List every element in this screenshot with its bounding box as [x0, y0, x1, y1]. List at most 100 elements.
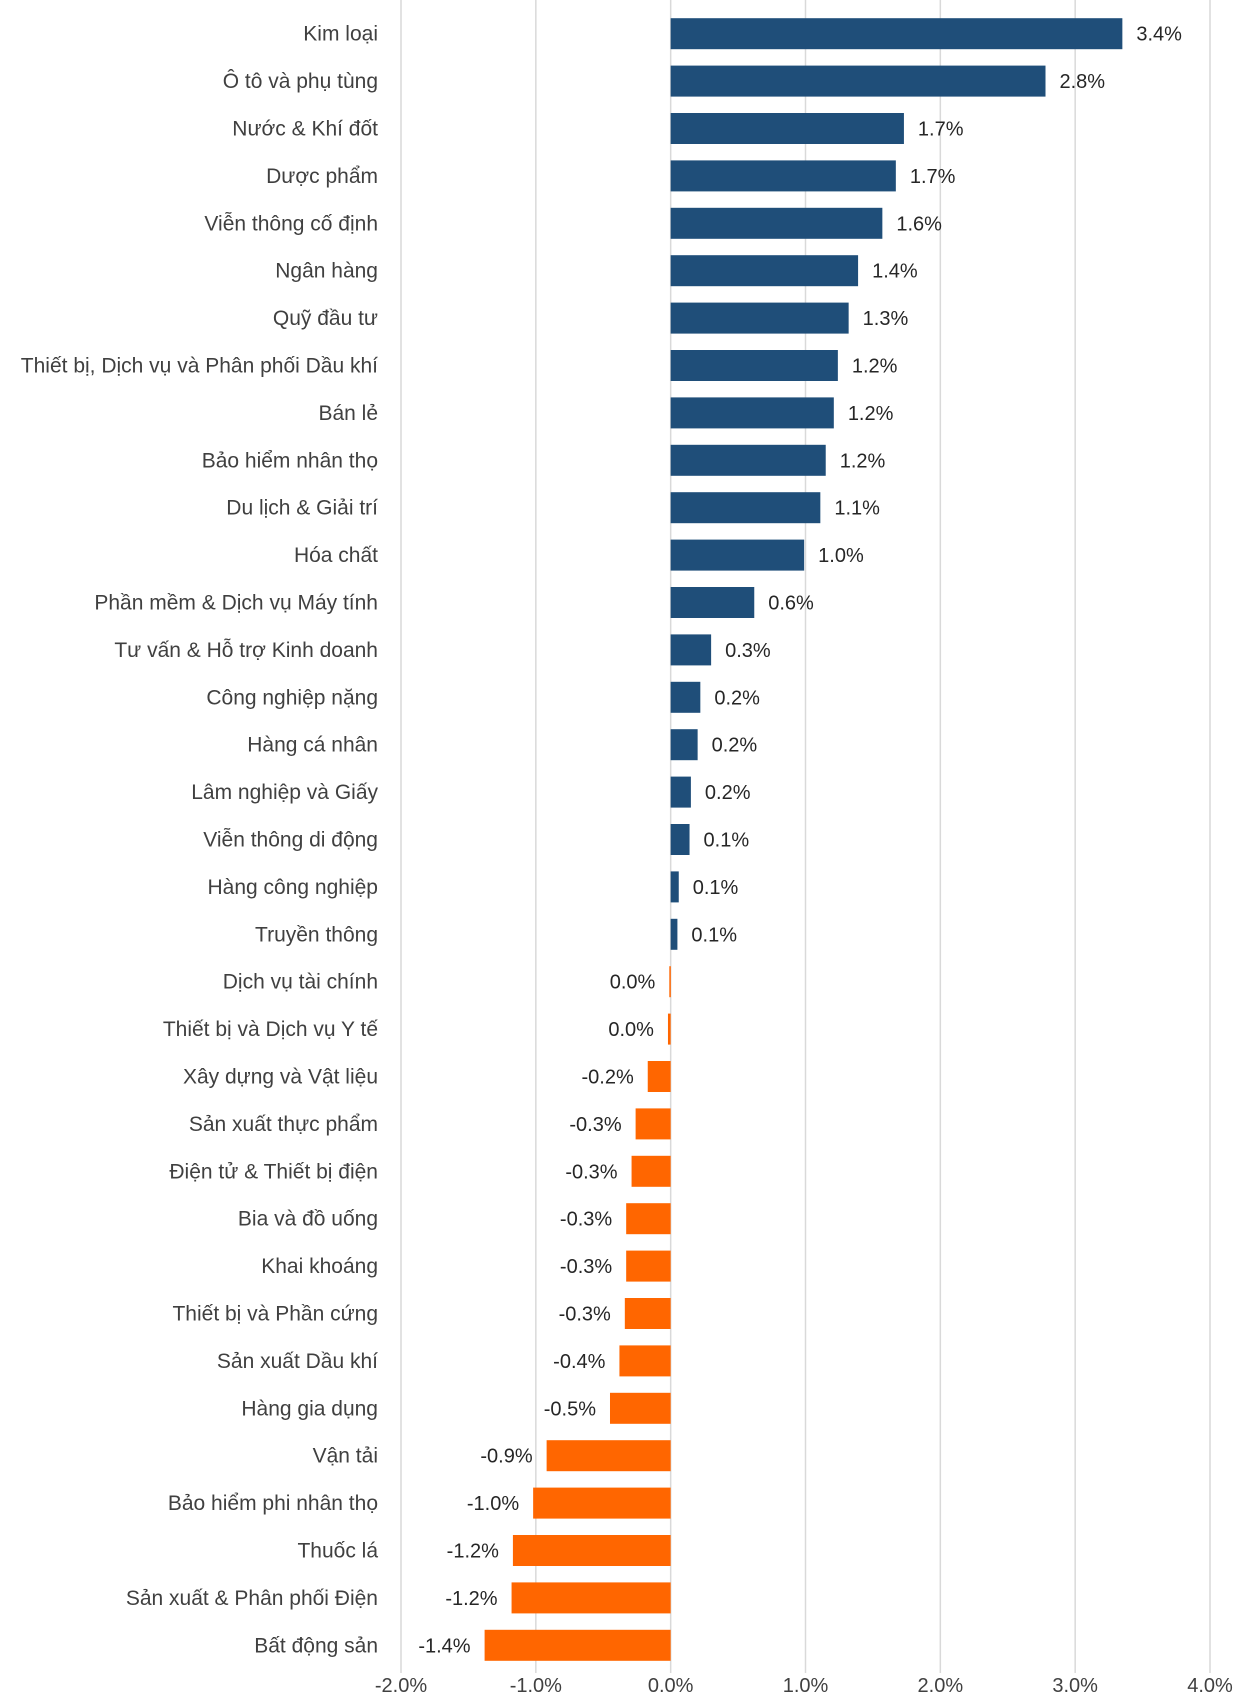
bar — [670, 587, 755, 618]
bar — [670, 350, 838, 381]
category-label: Bất động sản — [254, 1634, 378, 1657]
data-label: -0.3% — [569, 1114, 621, 1136]
data-label: -1.2% — [447, 1541, 499, 1563]
bar — [670, 824, 690, 855]
data-label: 1.4% — [872, 261, 918, 283]
bar — [609, 1392, 671, 1424]
x-tick-label: 4.0% — [1187, 1675, 1233, 1697]
bar — [670, 65, 1046, 97]
data-label: 0.3% — [725, 640, 771, 662]
bar — [670, 113, 904, 144]
category-label: Sản xuất & Phân phối Điện — [126, 1587, 378, 1610]
x-tick-label: -2.0% — [375, 1675, 427, 1697]
category-label: Xây dựng và Vật liệu — [183, 1066, 378, 1089]
data-label: 1.7% — [910, 166, 956, 188]
bar — [512, 1535, 671, 1566]
data-label: 0.1% — [704, 830, 750, 852]
data-label: 1.1% — [834, 498, 880, 520]
category-label: Thiết bị, Dịch vụ và Phân phối Dầu khí — [21, 355, 378, 378]
bar — [619, 1345, 671, 1377]
category-label: Viễn thông cố định — [204, 212, 378, 235]
category-label: Sản xuất Dầu khí — [217, 1350, 378, 1373]
data-label: -1.2% — [445, 1588, 497, 1610]
data-label: -0.3% — [559, 1304, 611, 1326]
bar — [670, 302, 849, 334]
value-labels: 3.4% 2.8% 1.7% 1.7% 1.6% 1.4% 1.3% 1.2% 1.2% 1.2%… — [418, 24, 1182, 1658]
category-label: Dịch vụ tài chính — [223, 971, 378, 994]
bar — [670, 539, 805, 571]
bar — [670, 492, 821, 524]
category-label: Ngân hàng — [275, 260, 378, 283]
category-label: Lâm nghiệp và Giấy — [191, 781, 378, 804]
x-tick-label: 0.0% — [648, 1675, 694, 1697]
bar — [626, 1250, 671, 1282]
bar — [631, 1155, 671, 1187]
x-tick-label: -1.0% — [510, 1675, 562, 1697]
bars — [484, 18, 1123, 1661]
category-label: Nước & Khí đốt — [232, 118, 378, 141]
data-label: 1.2% — [848, 403, 894, 425]
data-label: -0.4% — [553, 1351, 605, 1373]
data-label: 1.6% — [896, 213, 942, 235]
bar — [667, 1013, 671, 1045]
bar — [511, 1582, 671, 1614]
data-label: 0.1% — [693, 877, 739, 899]
data-label: 0.2% — [705, 782, 751, 804]
data-label: 1.3% — [863, 308, 909, 330]
data-label: -0.5% — [544, 1398, 596, 1420]
bar — [670, 918, 678, 950]
bar — [670, 207, 883, 239]
category-label: Thiết bị và Phần cứng — [172, 1303, 378, 1326]
data-label: -0.9% — [480, 1446, 532, 1468]
bar — [624, 1298, 671, 1329]
category-label: Du lịch & Giải trí — [226, 497, 378, 520]
data-label: 2.8% — [1060, 71, 1106, 93]
data-label: 3.4% — [1136, 24, 1182, 46]
data-label: 0.1% — [691, 924, 737, 946]
bar — [670, 255, 859, 287]
category-label: Dược phẩm — [266, 165, 378, 188]
bar — [670, 397, 834, 429]
category-label: Tư vấn & Hỗ trợ Kinh doanh — [114, 639, 378, 662]
data-label: -0.3% — [560, 1256, 612, 1278]
category-label: Hóa chất — [294, 544, 378, 567]
bar — [670, 776, 691, 808]
gridlines — [400, 0, 1211, 1673]
category-label: Sản xuất thực phẩm — [189, 1113, 378, 1136]
category-label: Kim loại — [303, 23, 378, 46]
bar — [670, 634, 712, 666]
data-label: -1.4% — [418, 1635, 470, 1657]
data-label: 0.2% — [712, 735, 758, 757]
x-tick-label: 1.0% — [783, 1675, 829, 1697]
data-label: 1.0% — [818, 545, 864, 567]
category-label: Quỹ đầu tư — [273, 307, 378, 330]
bar — [635, 1108, 671, 1140]
category-label: Thiết bị và Dịch vụ Y tế — [163, 1018, 378, 1041]
category-label: Phần mềm & Dịch vụ Máy tính — [94, 592, 378, 615]
bar — [533, 1487, 671, 1519]
data-label: -0.2% — [581, 1067, 633, 1089]
data-label: 1.2% — [852, 356, 898, 378]
bar — [669, 966, 671, 998]
category-label: Vận tải — [313, 1445, 378, 1468]
bar — [647, 1061, 671, 1092]
bar — [670, 444, 826, 476]
data-label: 0.0% — [610, 972, 656, 994]
bar — [670, 18, 1123, 50]
data-label: 0.2% — [714, 687, 760, 709]
data-label: 1.7% — [918, 119, 964, 141]
bar — [670, 871, 679, 903]
category-label: Công nghiệp nặng — [206, 686, 378, 709]
category-label: Hàng cá nhân — [247, 734, 378, 757]
x-axis-tick-labels: -2.0% -1.0% 0.0% 1.0% 2.0% 3.0% 4.0% — [375, 1675, 1233, 1697]
category-label: Hàng gia dụng — [241, 1397, 378, 1420]
data-label: 1.2% — [840, 450, 886, 472]
category-labels: Kim loại Ô tô và phụ tùng Nước & Khí đốt Dư… — [21, 23, 379, 1658]
data-label: -0.3% — [560, 1209, 612, 1231]
category-label: Bia và đồ uống — [238, 1208, 378, 1231]
category-label: Ô tô và phụ tùng — [223, 70, 378, 93]
data-label: 0.6% — [768, 593, 814, 615]
data-label: -1.0% — [467, 1493, 519, 1515]
category-label: Hàng công nghiệp — [208, 876, 378, 899]
